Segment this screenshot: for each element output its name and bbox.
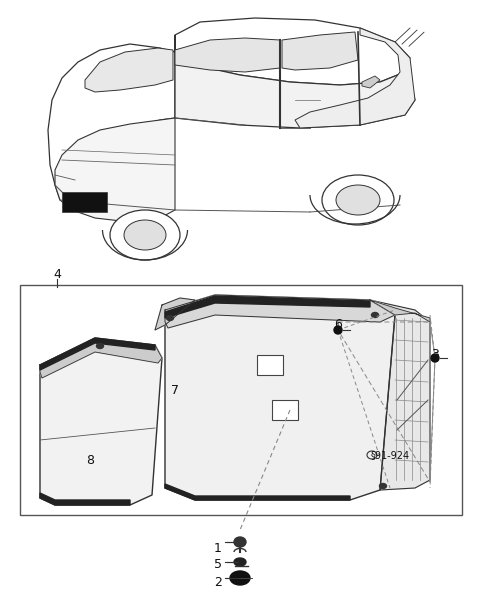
Polygon shape	[295, 28, 415, 128]
Bar	[62, 192, 107, 212]
Ellipse shape	[110, 210, 180, 260]
Text: 2: 2	[214, 575, 222, 589]
Text: 6: 6	[334, 318, 342, 331]
Bar	[20, 285, 462, 515]
Ellipse shape	[96, 343, 104, 348]
Polygon shape	[282, 32, 358, 70]
Polygon shape	[165, 295, 395, 328]
Polygon shape	[165, 484, 350, 500]
Polygon shape	[155, 298, 195, 330]
Polygon shape	[55, 118, 175, 222]
FancyBboxPatch shape	[257, 355, 283, 375]
Polygon shape	[40, 338, 155, 370]
Ellipse shape	[334, 326, 342, 334]
Polygon shape	[175, 38, 280, 72]
Ellipse shape	[167, 315, 173, 320]
Polygon shape	[165, 295, 395, 500]
Text: 5: 5	[214, 558, 222, 570]
FancyBboxPatch shape	[272, 400, 298, 420]
Ellipse shape	[124, 220, 166, 250]
Polygon shape	[165, 296, 370, 318]
Ellipse shape	[234, 558, 246, 566]
Text: 8: 8	[86, 453, 94, 467]
Polygon shape	[40, 338, 162, 378]
Ellipse shape	[322, 175, 394, 225]
Text: §91-924: §91-924	[371, 450, 409, 460]
Text: 1: 1	[214, 542, 222, 554]
Polygon shape	[85, 48, 173, 92]
Polygon shape	[175, 35, 415, 128]
Ellipse shape	[372, 312, 379, 317]
Ellipse shape	[234, 537, 246, 547]
Ellipse shape	[336, 185, 380, 215]
Polygon shape	[48, 44, 175, 200]
Polygon shape	[175, 18, 410, 85]
Polygon shape	[370, 300, 430, 322]
Polygon shape	[362, 76, 380, 88]
Polygon shape	[40, 338, 162, 505]
Polygon shape	[370, 300, 430, 490]
Ellipse shape	[380, 484, 386, 489]
Polygon shape	[40, 493, 130, 505]
Text: 4: 4	[53, 268, 61, 281]
Ellipse shape	[230, 571, 250, 585]
Ellipse shape	[431, 354, 439, 362]
Text: 3: 3	[431, 348, 439, 362]
Text: 7: 7	[171, 384, 179, 396]
